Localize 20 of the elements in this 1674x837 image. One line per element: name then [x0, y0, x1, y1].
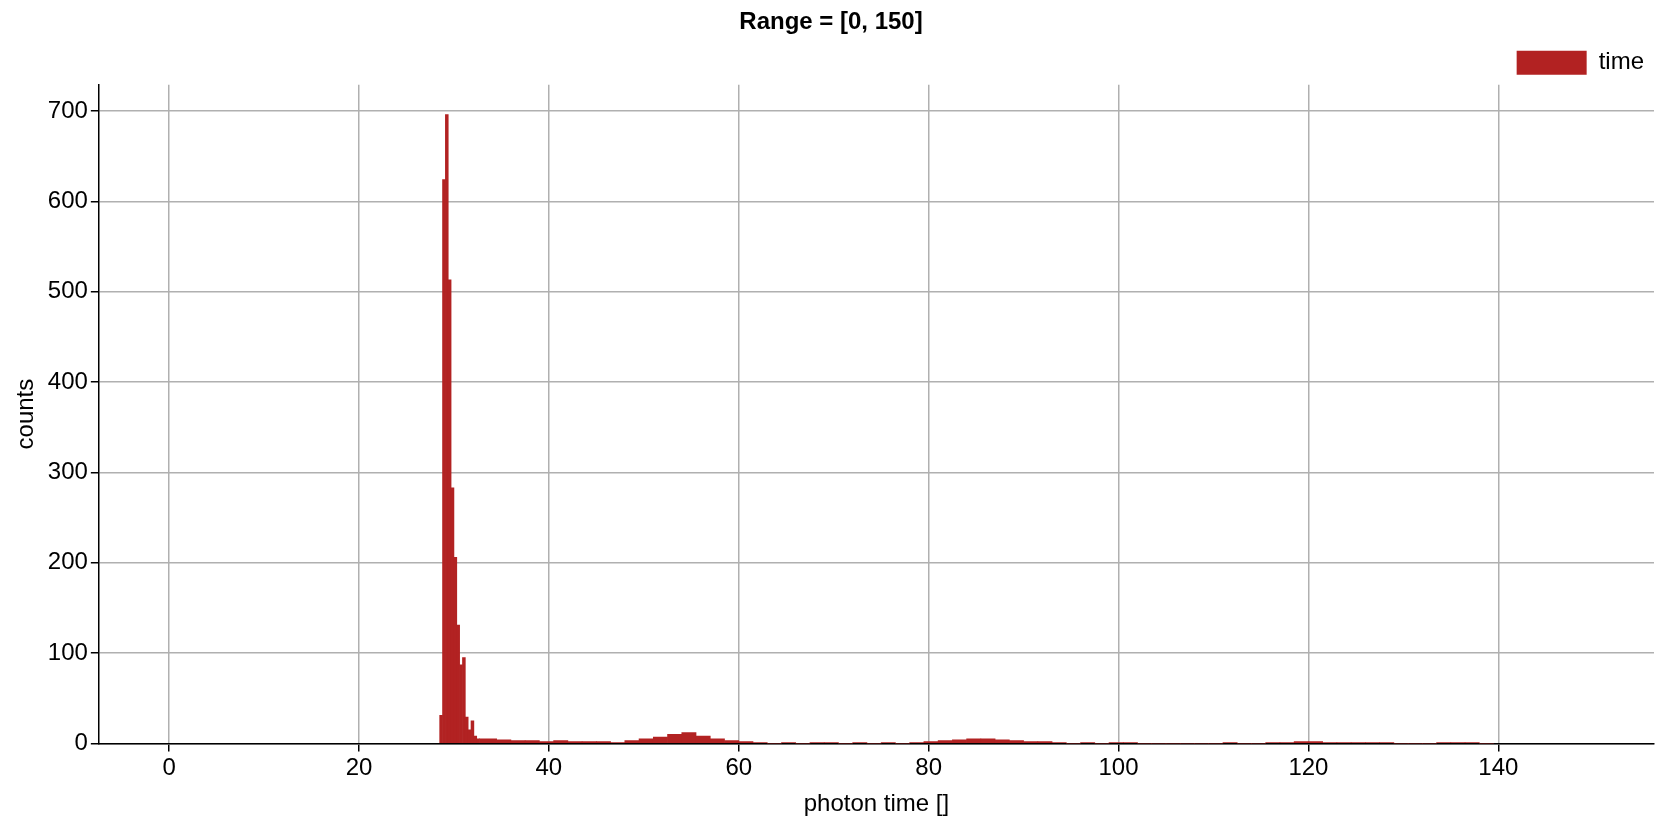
y-tick-label: 600: [47, 185, 88, 213]
x-tick-label: 40: [535, 753, 563, 781]
y-tick-label: 300: [47, 457, 88, 484]
y-axis-title: counts: [11, 378, 39, 450]
y-tick-label: 200: [47, 547, 88, 575]
y-tick-label: 700: [47, 95, 88, 123]
x-tick-label: 60: [725, 753, 753, 781]
x-tick-label: 100: [1098, 753, 1139, 781]
x-tick-label: 120: [1288, 753, 1329, 781]
x-tick-label: 140: [1478, 753, 1519, 781]
x-tick-label: 20: [345, 753, 373, 781]
legend-label: time: [1598, 47, 1644, 75]
y-tick-label: 0: [74, 728, 88, 756]
y-tick-label: 400: [47, 366, 88, 394]
x-tick-label: 0: [162, 753, 176, 781]
x-axis-title: photon time []: [803, 789, 950, 817]
y-tick-label: 100: [47, 637, 88, 665]
chart-title: Range = [0, 150]: [739, 7, 923, 35]
x-tick-label: 80: [915, 753, 942, 781]
y-tick-label: 500: [47, 276, 88, 304]
